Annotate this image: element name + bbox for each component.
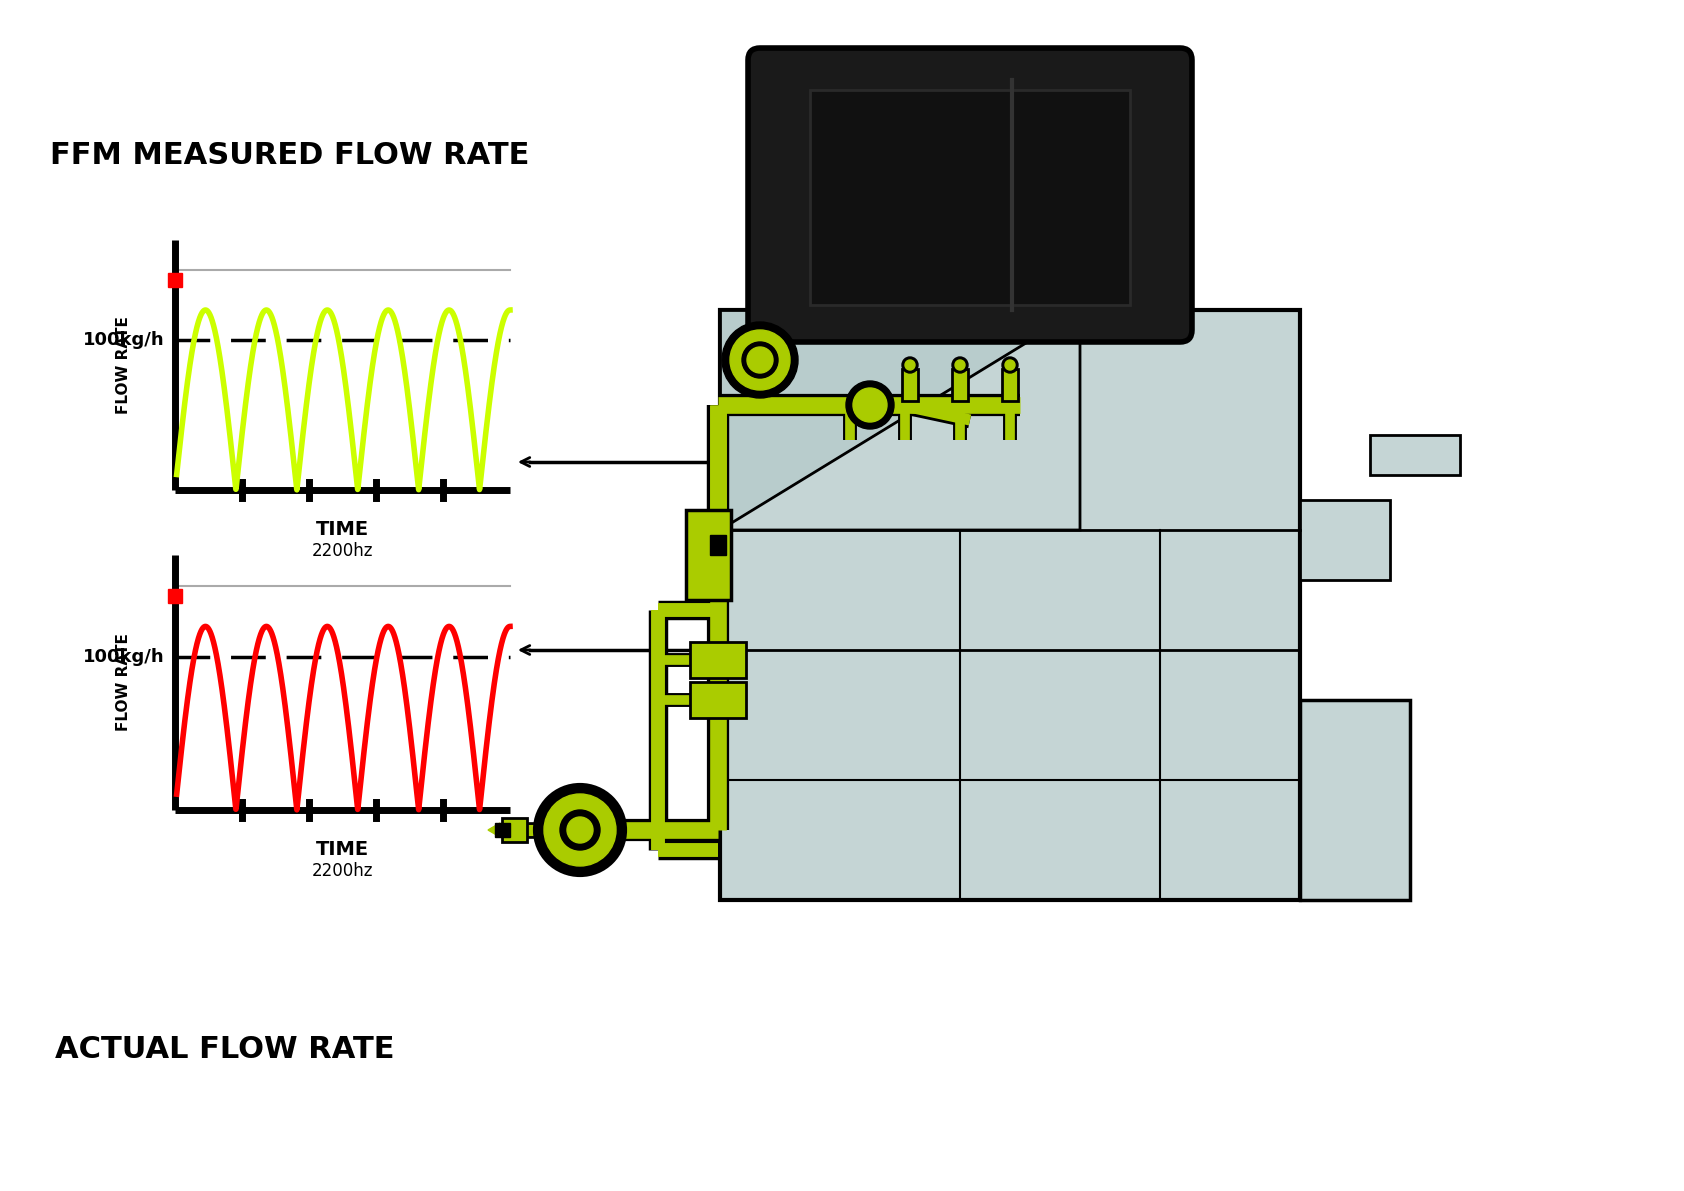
Circle shape bbox=[561, 810, 600, 850]
Text: 100kg/h: 100kg/h bbox=[84, 331, 165, 349]
Bar bbox=[1371, 435, 1460, 475]
Circle shape bbox=[951, 357, 968, 373]
Bar bbox=[810, 91, 1130, 305]
Bar bbox=[1300, 700, 1410, 900]
Bar bbox=[790, 310, 845, 330]
Text: FLOW RATE: FLOW RATE bbox=[116, 316, 130, 414]
Circle shape bbox=[568, 817, 593, 843]
Bar bbox=[685, 510, 731, 600]
Circle shape bbox=[536, 785, 625, 875]
Text: TIME: TIME bbox=[317, 840, 369, 859]
Bar bbox=[711, 535, 726, 555]
Circle shape bbox=[904, 360, 914, 370]
Bar bbox=[951, 369, 968, 401]
Circle shape bbox=[1005, 360, 1015, 370]
Circle shape bbox=[743, 342, 778, 378]
Text: ACTUAL FLOW RATE: ACTUAL FLOW RATE bbox=[56, 1035, 394, 1065]
Circle shape bbox=[544, 794, 616, 866]
Circle shape bbox=[854, 388, 887, 422]
Bar bbox=[721, 310, 1300, 900]
Polygon shape bbox=[721, 310, 1079, 530]
Polygon shape bbox=[721, 310, 1079, 530]
Bar bbox=[1300, 500, 1389, 580]
Circle shape bbox=[1002, 357, 1019, 373]
Circle shape bbox=[748, 347, 773, 373]
Circle shape bbox=[729, 330, 790, 389]
Circle shape bbox=[845, 381, 894, 429]
Text: 100kg/h: 100kg/h bbox=[84, 648, 165, 666]
Bar bbox=[1002, 369, 1019, 401]
Circle shape bbox=[955, 360, 965, 370]
FancyArrow shape bbox=[488, 823, 520, 837]
Text: TIME: TIME bbox=[317, 520, 369, 540]
Circle shape bbox=[903, 357, 918, 373]
Circle shape bbox=[722, 322, 798, 398]
Text: 2200hz: 2200hz bbox=[312, 862, 374, 880]
Bar bbox=[690, 682, 746, 718]
Bar bbox=[690, 642, 746, 678]
Bar bbox=[903, 369, 918, 401]
Text: FLOW RATE: FLOW RATE bbox=[116, 634, 130, 731]
Text: FFM MEASURED FLOW RATE: FFM MEASURED FLOW RATE bbox=[51, 141, 530, 169]
Text: 2200hz: 2200hz bbox=[312, 542, 374, 560]
Bar bbox=[495, 823, 510, 837]
FancyBboxPatch shape bbox=[748, 48, 1192, 342]
Bar bbox=[502, 818, 527, 842]
